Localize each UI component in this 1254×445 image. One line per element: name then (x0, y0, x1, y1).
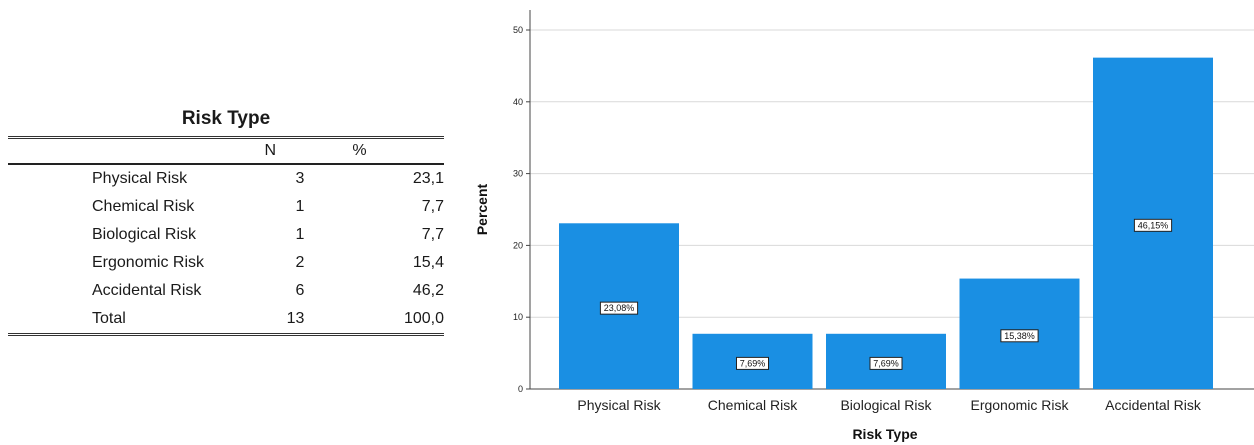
row-n: 1 (295, 197, 305, 215)
frequency-table: N % Physical Risk 3 23,1 Chemical Risk 1… (8, 136, 444, 336)
y-tick-label: 0 (518, 384, 523, 394)
data-label: 46,15% (1138, 220, 1169, 230)
row-percent: 15,4 (412, 253, 444, 271)
table-header-row: N % (8, 137, 444, 165)
x-category-label: Physical Risk (577, 397, 661, 413)
table-row: Ergonomic Risk 2 15,4 (8, 249, 444, 277)
row-label: Accidental Risk (92, 281, 202, 299)
chart-svg: 0 10 20 30 40 50 23,08% 7,69% 7,69% 15,38% 46,15%… (474, 10, 1254, 442)
data-label-box (1133, 218, 1173, 232)
y-tick-label: 30 (513, 169, 523, 179)
data-label-box (736, 356, 769, 370)
bars: 23,08% 7,69% 7,69% 15,38% 46,15% (559, 57, 1213, 389)
row-n: 3 (295, 169, 305, 187)
table-row: Accidental Risk 6 46,2 (8, 277, 444, 305)
header-n: N (264, 142, 277, 159)
y-axis-title: Percent (474, 183, 490, 235)
x-category-labels: Physical Risk Chemical Risk Biological Ris… (577, 397, 1201, 413)
y-tick-label: 40 (513, 97, 523, 107)
total-label: Total (92, 309, 126, 327)
row-n: 1 (295, 225, 305, 243)
x-category-label: Chemical Risk (708, 397, 798, 413)
x-category-label: Ergonomic Risk (970, 397, 1069, 413)
row-percent: 46,2 (412, 281, 444, 299)
data-label: 23,08% (604, 303, 635, 313)
row-percent: 23,1 (412, 169, 444, 187)
table-total-row: Total 13 100,0 (8, 305, 444, 335)
row-n: 6 (295, 281, 305, 299)
x-category-label: Accidental Risk (1105, 397, 1202, 413)
header-label (8, 138, 257, 165)
y-tick-labels: 0 10 20 30 40 50 (513, 25, 523, 394)
header-percent: % (352, 142, 367, 159)
data-label-box (1000, 329, 1039, 343)
row-label: Chemical Risk (92, 197, 195, 215)
x-axis-title: Risk Type (852, 426, 917, 442)
row-percent: 7,7 (421, 225, 444, 243)
data-label: 15,38% (1004, 331, 1035, 341)
bar-chart: 0 10 20 30 40 50 23,08% 7,69% 7,69% 15,38% 46,15%… (464, 0, 1254, 445)
data-label-box (869, 356, 903, 370)
row-label: Ergonomic Risk (92, 253, 205, 271)
row-n: 2 (295, 253, 305, 271)
table-row: Physical Risk 3 23,1 (8, 164, 444, 193)
x-category-label: Biological Risk (840, 397, 932, 413)
row-label: Physical Risk (92, 169, 188, 187)
y-tick-label: 10 (513, 312, 523, 322)
row-percent: 7,7 (421, 197, 444, 215)
total-percent: 100,0 (403, 309, 444, 327)
y-tick-label: 20 (513, 240, 523, 250)
data-label-box (599, 301, 639, 315)
row-label: Biological Risk (92, 225, 197, 243)
frequency-table-panel: Risk Type N % Physical Risk 3 23,1 Chemi… (8, 108, 444, 336)
y-tick-label: 50 (513, 25, 523, 35)
data-label: 7,69% (873, 358, 899, 368)
table-row: Biological Risk 1 7,7 (8, 221, 444, 249)
data-label: 7,69% (740, 358, 766, 368)
table-row: Chemical Risk 1 7,7 (8, 193, 444, 221)
total-n: 13 (286, 309, 305, 327)
table-title: Risk Type (181, 108, 271, 129)
